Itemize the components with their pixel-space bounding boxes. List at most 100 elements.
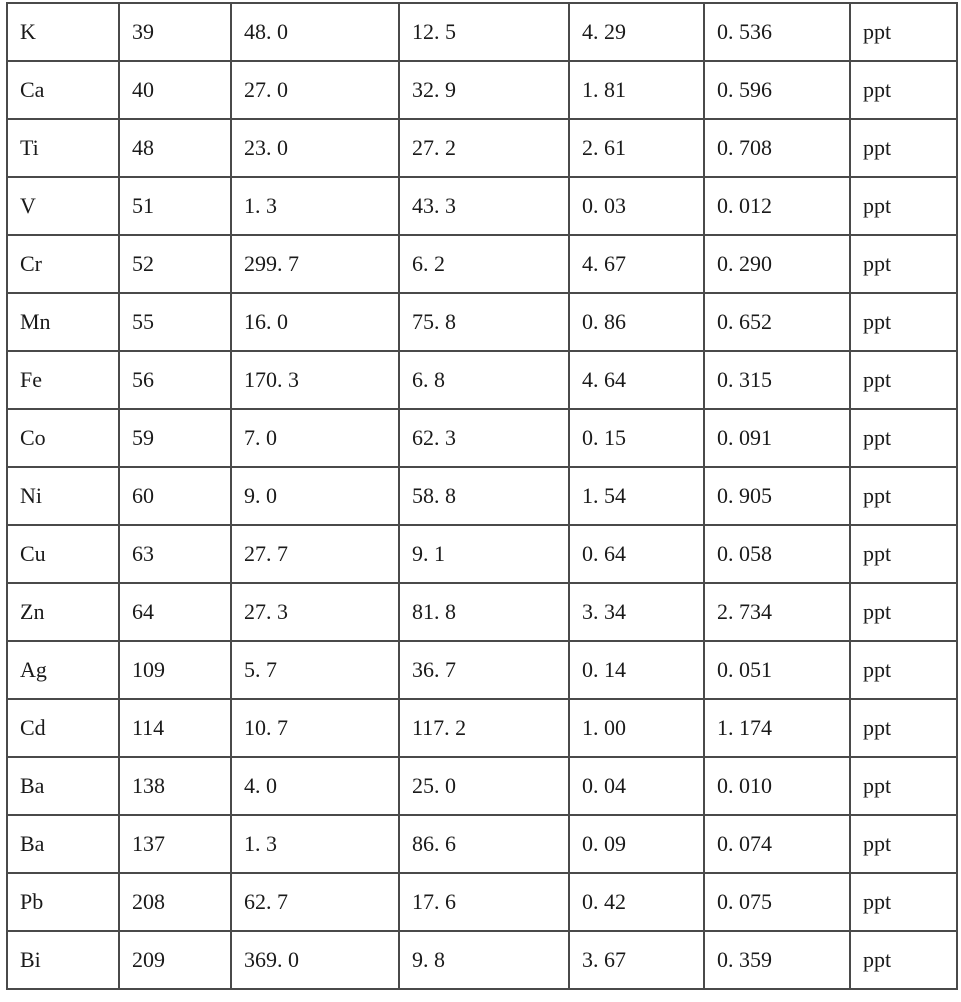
table-cell: 0. 091 <box>704 409 850 467</box>
table-cell: 0. 03 <box>569 177 704 235</box>
table-row: Bi209369. 09. 83. 670. 359ppt <box>7 931 957 989</box>
table-cell: 63 <box>119 525 231 583</box>
table-cell: 86. 6 <box>399 815 569 873</box>
table-cell: Cd <box>7 699 119 757</box>
table-cell: 27. 7 <box>231 525 399 583</box>
data-table: K3948. 012. 54. 290. 536pptCa4027. 032. … <box>6 2 958 990</box>
table-cell: 0. 708 <box>704 119 850 177</box>
table-cell: 48 <box>119 119 231 177</box>
table-row: Ti4823. 027. 22. 610. 708ppt <box>7 119 957 177</box>
table-cell: 0. 290 <box>704 235 850 293</box>
table-cell: 9. 8 <box>399 931 569 989</box>
table-cell: Ba <box>7 757 119 815</box>
table-cell: 299. 7 <box>231 235 399 293</box>
table-cell: Cu <box>7 525 119 583</box>
table-cell: 2. 734 <box>704 583 850 641</box>
table-cell: 0. 652 <box>704 293 850 351</box>
table-row: Ca4027. 032. 91. 810. 596ppt <box>7 61 957 119</box>
table-cell: ppt <box>850 641 957 699</box>
table-cell: 0. 64 <box>569 525 704 583</box>
table-cell: 1. 174 <box>704 699 850 757</box>
table-row: Fe56170. 36. 84. 640. 315ppt <box>7 351 957 409</box>
table-cell: Ca <box>7 61 119 119</box>
table-row: Co597. 062. 30. 150. 091ppt <box>7 409 957 467</box>
table-cell: 6. 2 <box>399 235 569 293</box>
table-cell: 0. 905 <box>704 467 850 525</box>
table-cell: 0. 012 <box>704 177 850 235</box>
table-cell: Zn <box>7 583 119 641</box>
table-cell: 64 <box>119 583 231 641</box>
table-cell: 0. 075 <box>704 873 850 931</box>
table-cell: 0. 315 <box>704 351 850 409</box>
table-cell: 1. 81 <box>569 61 704 119</box>
table-cell: 32. 9 <box>399 61 569 119</box>
table-cell: 0. 359 <box>704 931 850 989</box>
table-cell: ppt <box>850 583 957 641</box>
table-cell: 52 <box>119 235 231 293</box>
table-row: V511. 343. 30. 030. 012ppt <box>7 177 957 235</box>
table-cell: 0. 058 <box>704 525 850 583</box>
table-cell: 9. 1 <box>399 525 569 583</box>
table-cell: 27. 0 <box>231 61 399 119</box>
table-cell: 23. 0 <box>231 119 399 177</box>
table-row: Cu6327. 79. 10. 640. 058ppt <box>7 525 957 583</box>
table-cell: 16. 0 <box>231 293 399 351</box>
table-cell: 58. 8 <box>399 467 569 525</box>
table-cell: 39 <box>119 3 231 61</box>
table-cell: ppt <box>850 409 957 467</box>
table-cell: Co <box>7 409 119 467</box>
table-cell: 2. 61 <box>569 119 704 177</box>
table-cell: ppt <box>850 931 957 989</box>
table-cell: Ag <box>7 641 119 699</box>
table-cell: ppt <box>850 293 957 351</box>
table-cell: Cr <box>7 235 119 293</box>
table-row: Pb20862. 717. 60. 420. 075ppt <box>7 873 957 931</box>
table-cell: 208 <box>119 873 231 931</box>
table-cell: 0. 09 <box>569 815 704 873</box>
table-cell: Ni <box>7 467 119 525</box>
table-cell: 4. 67 <box>569 235 704 293</box>
table-cell: ppt <box>850 61 957 119</box>
table-cell: ppt <box>850 699 957 757</box>
table-cell: Mn <box>7 293 119 351</box>
table-cell: 0. 86 <box>569 293 704 351</box>
table-cell: 36. 7 <box>399 641 569 699</box>
table-row: Ag1095. 736. 70. 140. 051ppt <box>7 641 957 699</box>
table-cell: 27. 3 <box>231 583 399 641</box>
table-cell: 6. 8 <box>399 351 569 409</box>
table-cell: ppt <box>850 3 957 61</box>
table-cell: 25. 0 <box>399 757 569 815</box>
table-cell: 51 <box>119 177 231 235</box>
table-cell: 55 <box>119 293 231 351</box>
table-cell: 138 <box>119 757 231 815</box>
table-cell: 75. 8 <box>399 293 569 351</box>
table-cell: 1. 54 <box>569 467 704 525</box>
table-row: Ni609. 058. 81. 540. 905ppt <box>7 467 957 525</box>
table-cell: ppt <box>850 757 957 815</box>
table-cell: 0. 04 <box>569 757 704 815</box>
table-row: K3948. 012. 54. 290. 536ppt <box>7 3 957 61</box>
table-cell: 137 <box>119 815 231 873</box>
table-cell: 62. 7 <box>231 873 399 931</box>
table-row: Ba1384. 025. 00. 040. 010ppt <box>7 757 957 815</box>
table-cell: ppt <box>850 351 957 409</box>
table-cell: K <box>7 3 119 61</box>
table-cell: V <box>7 177 119 235</box>
table-cell: ppt <box>850 177 957 235</box>
table-cell: Ti <box>7 119 119 177</box>
table-cell: 56 <box>119 351 231 409</box>
table-cell: 4. 29 <box>569 3 704 61</box>
table-cell: ppt <box>850 873 957 931</box>
table-cell: 0. 15 <box>569 409 704 467</box>
table-cell: 0. 536 <box>704 3 850 61</box>
table-row: Cr52299. 76. 24. 670. 290ppt <box>7 235 957 293</box>
table-cell: 3. 67 <box>569 931 704 989</box>
table-cell: 0. 074 <box>704 815 850 873</box>
table-cell: 0. 010 <box>704 757 850 815</box>
table-cell: 43. 3 <box>399 177 569 235</box>
table-cell: 109 <box>119 641 231 699</box>
table-row: Mn5516. 075. 80. 860. 652ppt <box>7 293 957 351</box>
table-cell: 170. 3 <box>231 351 399 409</box>
table-cell: 1. 3 <box>231 815 399 873</box>
table-row: Zn6427. 381. 83. 342. 734ppt <box>7 583 957 641</box>
